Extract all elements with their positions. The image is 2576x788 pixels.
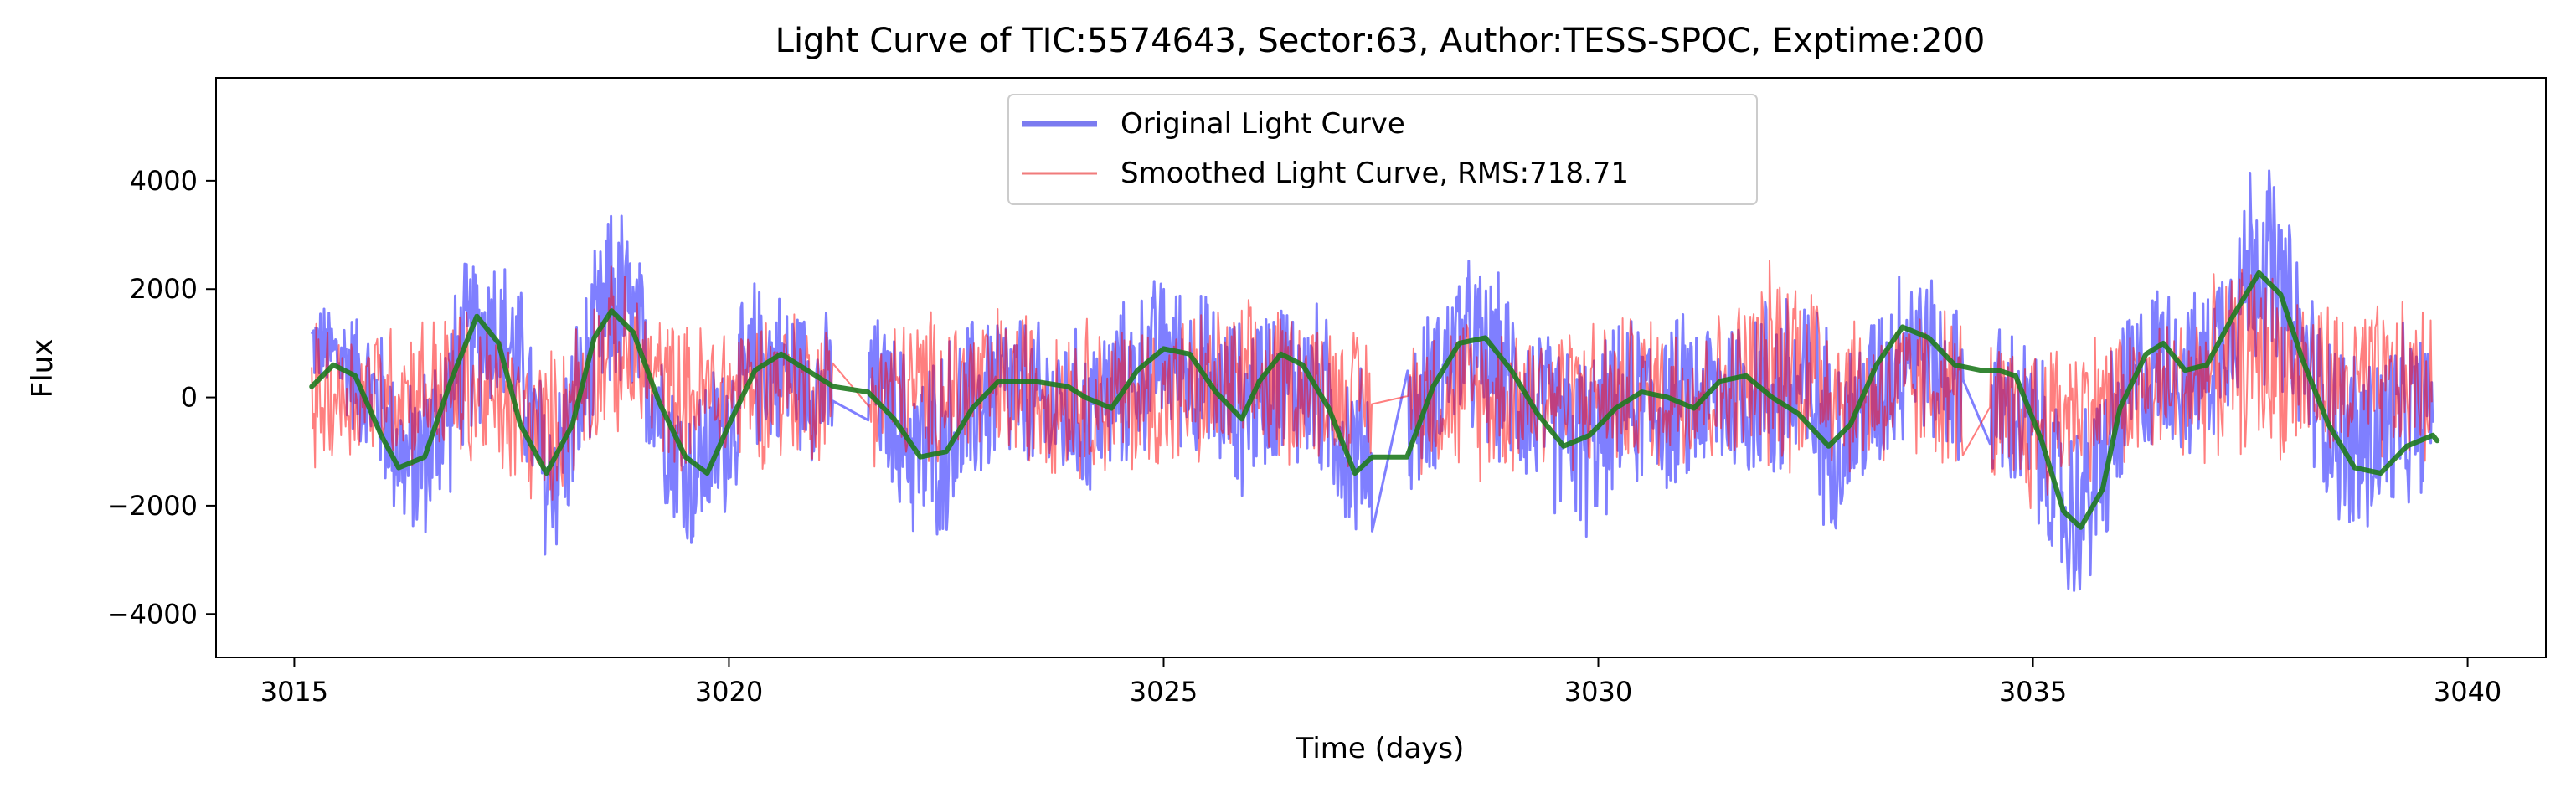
legend-label-original: Original Light Curve: [1121, 107, 1405, 141]
x-tick-label: 3040: [2434, 676, 2501, 708]
y-tick-label: 0: [181, 382, 198, 414]
series-trend-line: [309, 270, 2440, 530]
chart-title: Light Curve of TIC:5574643, Sector:63, A…: [775, 22, 1986, 60]
legend-label-smoothed: Smoothed Light Curve, RMS:718.71: [1121, 157, 1629, 190]
x-tick-label: 3030: [1564, 676, 1632, 708]
series-original-light-curve: [310, 169, 2434, 592]
x-tick-label: 3025: [1130, 676, 1198, 708]
y-tick-label: −2000: [107, 490, 198, 522]
legend-box: [1007, 94, 1758, 205]
x-tick-label: 3035: [1999, 676, 2067, 708]
x-tick-label: 3015: [260, 676, 328, 708]
series-smoothed-light-curve: [311, 260, 2433, 509]
y-tick-label: 2000: [130, 273, 198, 305]
y-tick-label: 4000: [130, 165, 198, 197]
y-axis: −4000 −2000 0 2000 4000: [107, 165, 216, 630]
x-axis: 3015 3020 3025 3030 3035 3040: [260, 657, 2501, 708]
plot-area-frame: [215, 77, 2547, 658]
chart-legend: Original Light Curve Smoothed Light Curv…: [1007, 94, 1758, 205]
y-axis-label: Flux: [26, 339, 59, 399]
x-axis-label: Time (days): [1296, 732, 1465, 765]
x-tick-label: 3020: [695, 676, 763, 708]
y-tick-label: −4000: [107, 598, 198, 630]
